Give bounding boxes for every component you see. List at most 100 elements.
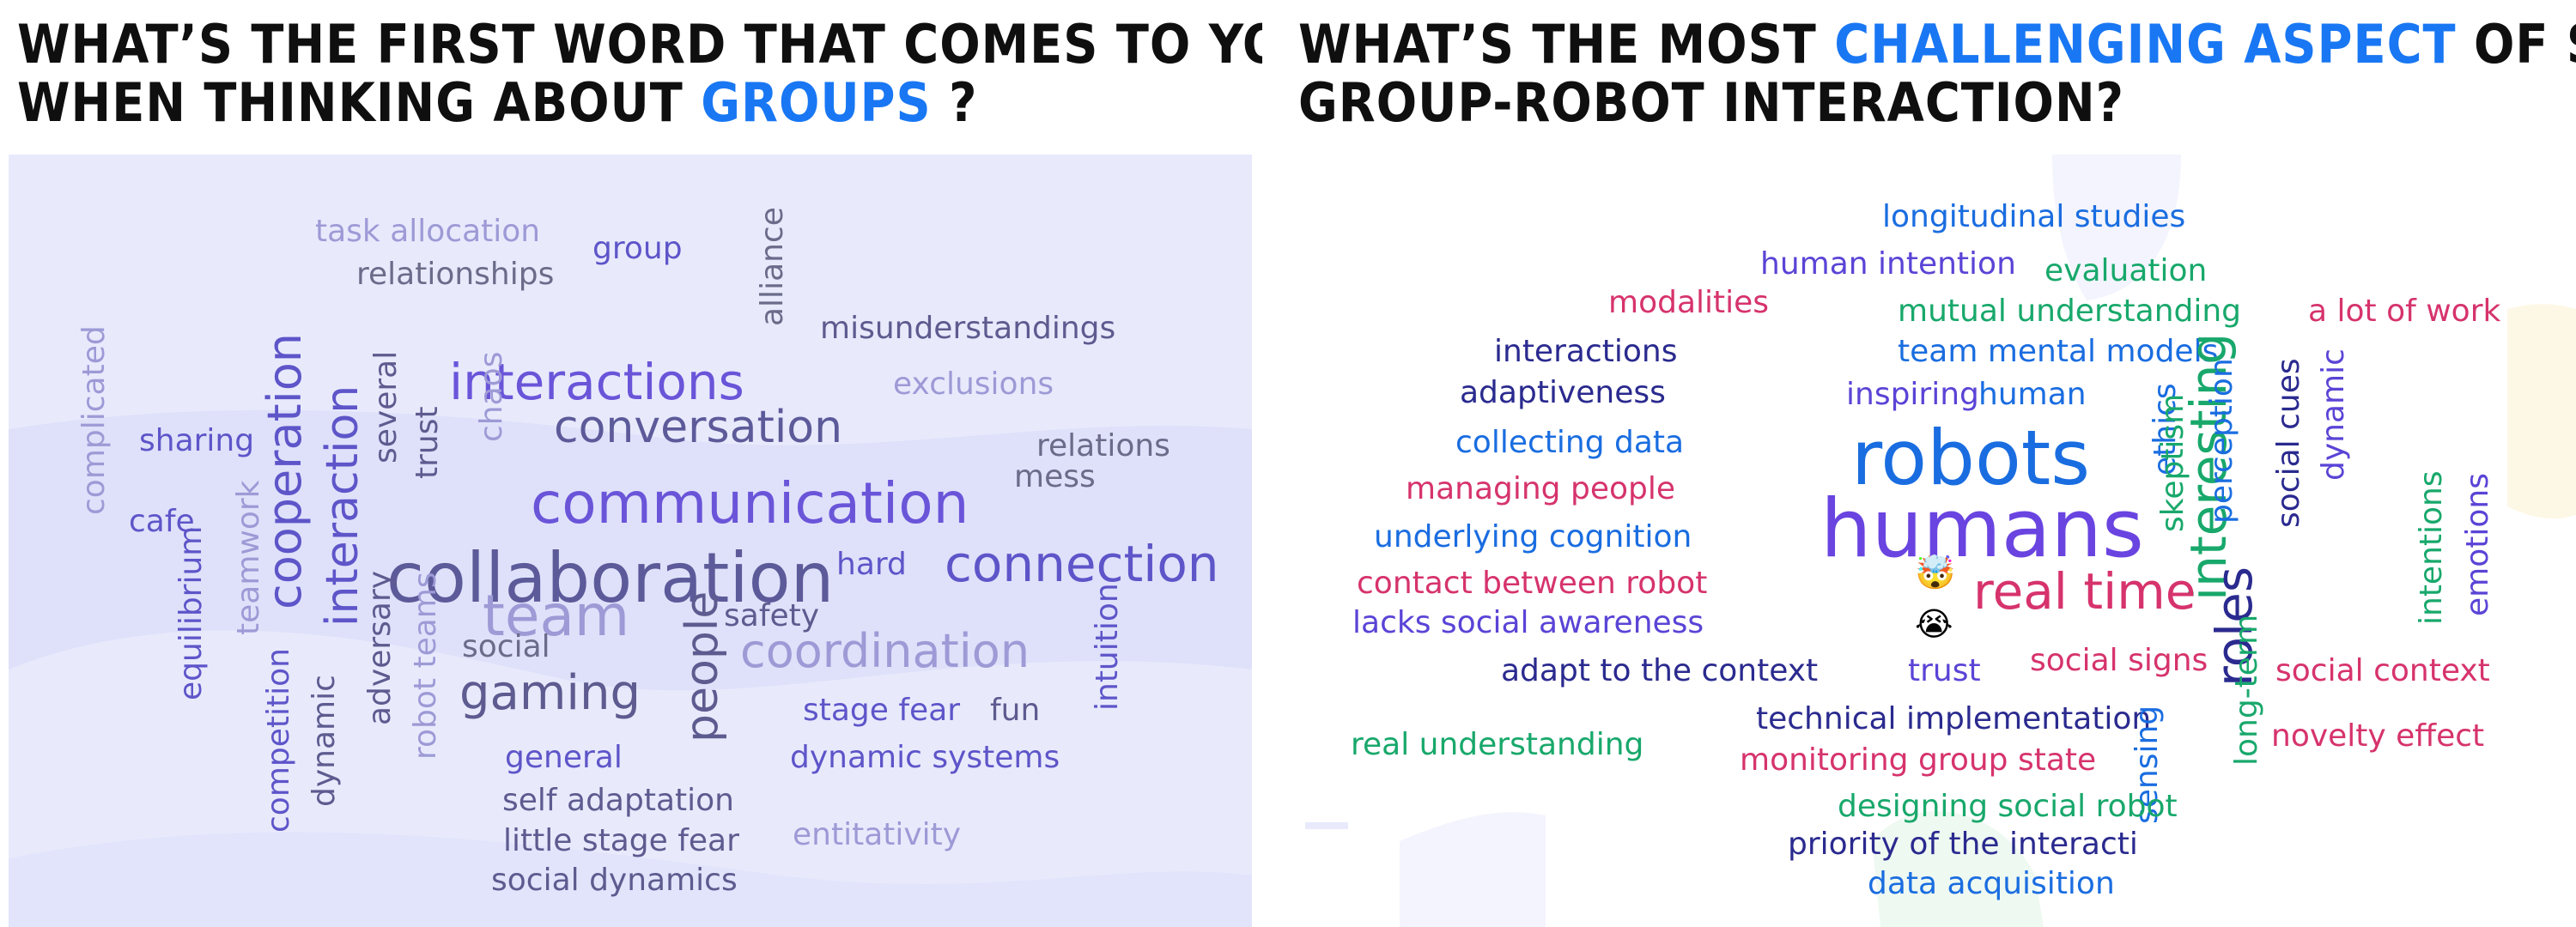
- left-word-cloud: task allocation relationships group allianc…: [9, 154, 1252, 927]
- right-word-cloud: longitudinal studies human intention evalu…: [1288, 154, 2576, 927]
- right-title-highlight: CHALLENGING ASPECT: [1834, 13, 2457, 76]
- right-cloud-word: data acquisition: [1868, 866, 2115, 901]
- right-cloud-word: team mental models: [1898, 334, 2219, 369]
- right-cloud-word: designing social robot: [1838, 789, 2178, 824]
- left-cloud-word: teamwork: [231, 480, 266, 635]
- right-cloud-word: human intention: [1760, 246, 2016, 282]
- left-cloud-word: safety: [724, 598, 820, 633]
- left-words: task allocation relationships group allianc…: [9, 154, 1252, 927]
- background-decor: [1305, 154, 2576, 927]
- right-cloud-word: longitudinal studies: [1882, 199, 2186, 234]
- left-cloud-word: dynamic systems: [790, 740, 1060, 775]
- right-cloud-word: skeptism: [2155, 393, 2190, 532]
- right-cloud-word: robots: [1851, 414, 2091, 502]
- right-cloud-word: a lot of work: [2308, 294, 2501, 329]
- left-cloud-word: misunderstandings: [820, 311, 1116, 346]
- left-cloud-word: relations: [1036, 428, 1170, 464]
- left-cloud-word: communication: [531, 470, 969, 536]
- left-cloud-word: relationships: [356, 257, 555, 292]
- left-cloud-word: collaboration: [386, 538, 835, 618]
- left-cloud-word: adversary: [362, 570, 398, 725]
- right-cloud-word: interactions: [1494, 334, 1678, 369]
- right-cloud-word: evaluation: [2044, 253, 2208, 288]
- right-cloud-word: underlying cognition: [1374, 519, 1692, 554]
- right-cloud-word: managing people: [1406, 471, 1675, 506]
- left-cloud-word: complicated: [76, 325, 112, 515]
- left-cloud-word: conversation: [554, 402, 843, 453]
- left-cloud-word: alliance: [755, 207, 790, 326]
- left-cloud-word: social: [462, 629, 550, 664]
- left-cloud-word: several: [368, 350, 404, 464]
- left-cloud-word: hard: [836, 547, 907, 582]
- right-cloud-word: mutual understanding: [1898, 294, 2242, 329]
- right-cloud-word: real understanding: [1351, 727, 1644, 762]
- left-cloud-word: people: [677, 591, 728, 742]
- left-cloud-word: fun: [990, 693, 1041, 728]
- left-cloud-word: self adaptation: [502, 783, 734, 818]
- left-cloud-word: group: [592, 231, 683, 266]
- left-title-suffix: ?: [931, 71, 978, 134]
- right-cloud-word: collecting data: [1455, 425, 1685, 460]
- left-cloud-word: general: [505, 740, 623, 775]
- right-cloud-word: real time: [1973, 562, 2196, 621]
- left-cloud-word: intuition: [1090, 583, 1125, 711]
- right-cloud-word: long-term: [2229, 614, 2264, 766]
- left-cloud-word: mess: [1014, 459, 1096, 494]
- right-cloud-word: trust: [1908, 653, 1981, 688]
- left-cloud-word: connection: [945, 535, 1219, 593]
- left-cloud-word: trust: [410, 406, 445, 479]
- left-cloud-word: dynamic: [307, 675, 342, 807]
- left-cloud-word: exclusions: [893, 367, 1054, 402]
- right-question-title: WHAT’S THE MOST CHALLENGING ASPECT OF ST…: [1298, 15, 2576, 132]
- right-title-line2: GROUP-ROBOT INTERACTION?: [1298, 71, 2124, 134]
- right-cloud-word: humans: [1820, 482, 2144, 576]
- right-cloud-word: modalities: [1608, 285, 1770, 320]
- right-cloud-word: technical implementation: [1756, 701, 2152, 736]
- right-cloud-word: lacks social awareness: [1352, 605, 1704, 640]
- emoji-icon: 😭: [1915, 605, 1953, 643]
- left-cloud-word: stage fear: [803, 693, 961, 728]
- right-cloud-word: dynamic: [2316, 348, 2351, 481]
- right-cloud-word: perception: [2204, 358, 2239, 524]
- left-cloud-word: gaming: [459, 665, 641, 721]
- left-cloud-word: coordination: [740, 624, 1030, 678]
- left-cloud-word: team: [483, 583, 630, 649]
- left-cloud-word: robot teams: [408, 572, 443, 760]
- right-cloud-word: adapt to the context: [1501, 653, 1819, 688]
- left-cloud-word: cooperation: [258, 333, 312, 609]
- left-title-line1: WHAT’S THE FIRST WORD THAT COMES TO YOUR…: [17, 13, 1262, 76]
- right-cloud-word: emotions: [2460, 473, 2495, 616]
- left-cloud-word: social dynamics: [491, 863, 738, 898]
- right-cloud-word: priority of the interacti: [1788, 827, 2138, 862]
- right-cloud-word: contact between robot: [1357, 566, 1708, 601]
- left-cloud-word: task allocation: [315, 214, 541, 249]
- left-question-title: WHAT’S THE FIRST WORD THAT COMES TO YOUR…: [17, 15, 1262, 132]
- right-panel: WHAT’S THE MOST CHALLENGING ASPECT OF ST…: [1288, 0, 2576, 927]
- right-cloud-word: monitoring group state: [1740, 742, 2097, 778]
- right-cloud-word: inspiring: [1846, 377, 1979, 412]
- right-cloud-word: social cues: [2271, 358, 2306, 528]
- left-cloud-word: competition: [261, 648, 296, 833]
- left-cloud-word: interaction: [317, 385, 368, 627]
- emoji-icon: 🤯: [1915, 554, 1956, 591]
- left-cloud-word: sharing: [139, 423, 255, 458]
- right-cloud-word: human: [1978, 377, 2087, 412]
- right-cloud-word: social signs: [2030, 643, 2208, 678]
- left-panel: WHAT’S THE FIRST WORD THAT COMES TO YOUR…: [0, 0, 1262, 927]
- left-cloud-word: chaos: [474, 351, 509, 442]
- left-cloud-word: little stage fear: [503, 823, 739, 858]
- left-cloud-word: cafe: [129, 504, 195, 539]
- background-waves: [9, 409, 1252, 927]
- right-title-prefix: WHAT’S THE MOST: [1298, 13, 1835, 76]
- left-cloud-word: entitativity: [793, 817, 962, 852]
- right-cloud-word: intentions: [2414, 470, 2449, 625]
- right-words: longitudinal studies human intention evalu…: [1288, 154, 2576, 927]
- left-cloud-word: equilibrium: [173, 525, 209, 700]
- right-title-suffix: OF STUDYING: [2473, 13, 2576, 76]
- right-cloud-word: novelty effect: [2271, 718, 2485, 754]
- left-cloud-word: interactions: [449, 353, 744, 411]
- right-cloud-word: social context: [2275, 653, 2490, 688]
- left-title-line2: WHEN THINKING ABOUT: [17, 71, 702, 134]
- right-cloud-word: adaptiveness: [1460, 375, 1666, 410]
- left-title-highlight: GROUPS: [701, 71, 932, 134]
